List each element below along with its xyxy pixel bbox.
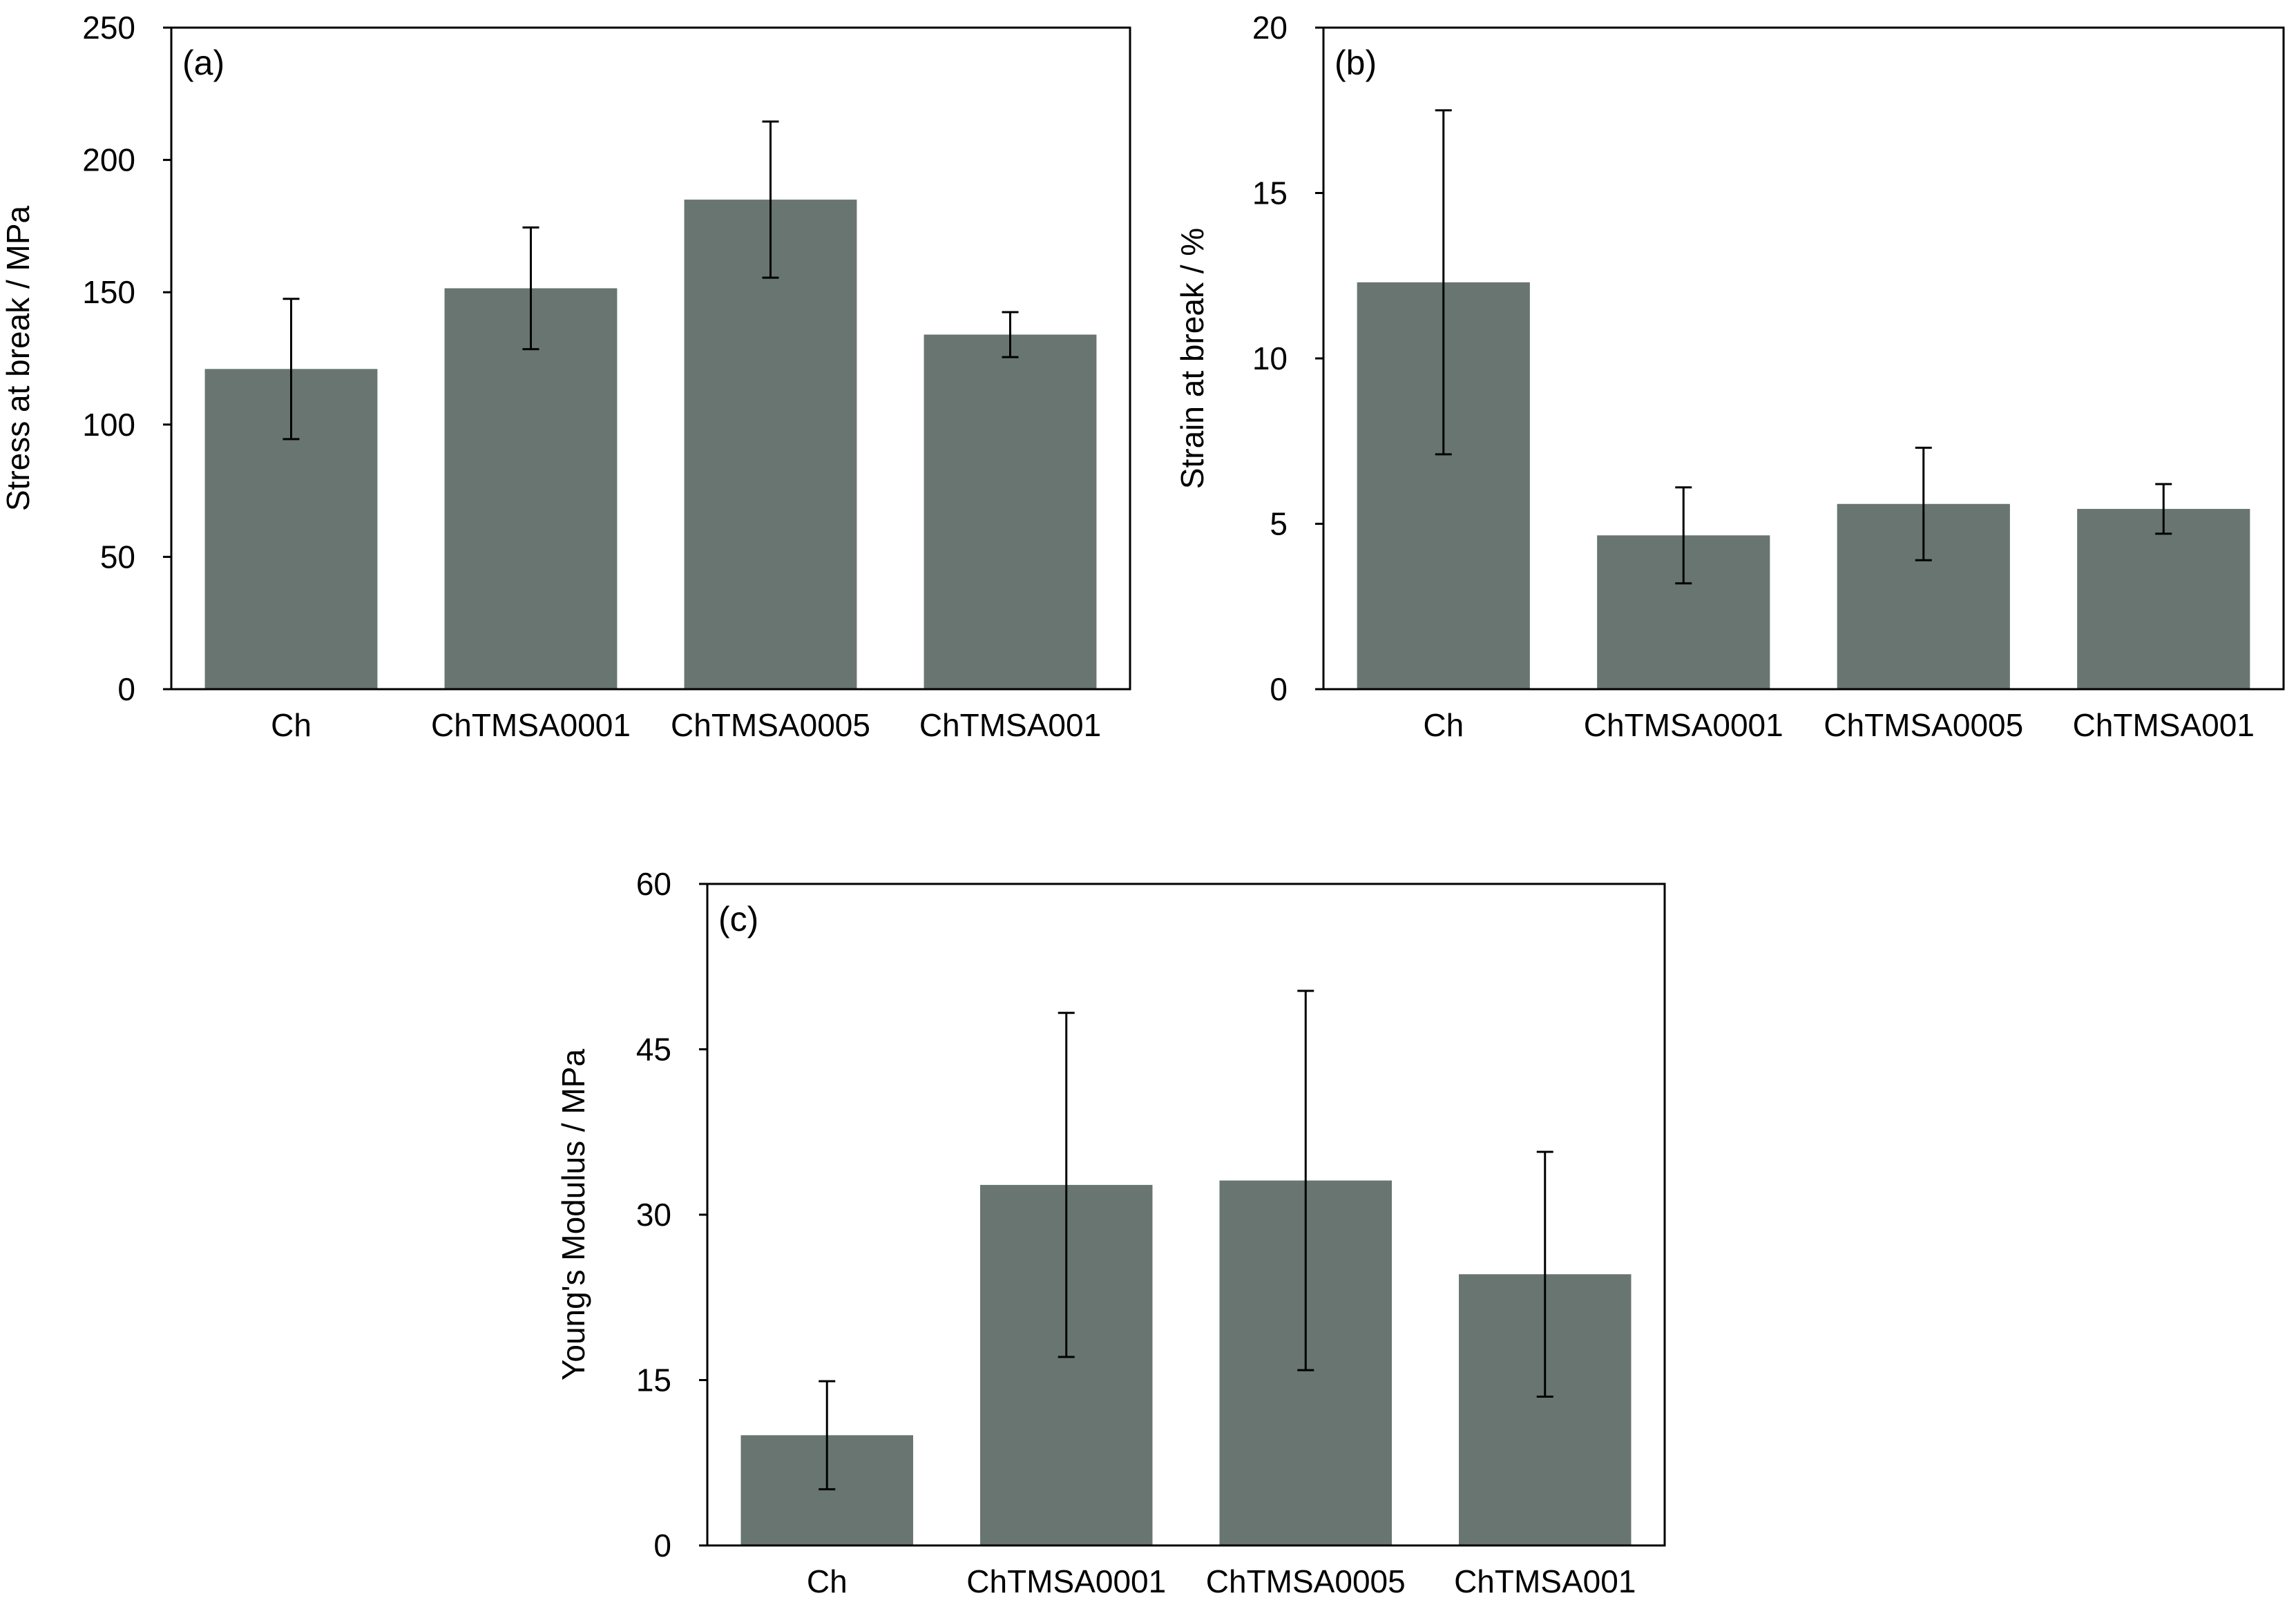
y-tick-label: 200 (82, 142, 135, 178)
error-bar-4 (1536, 1150, 1553, 1398)
panel-label: (a) (182, 44, 224, 82)
bar-4 (2077, 508, 2250, 689)
error-bar-4 (2155, 483, 2172, 535)
y-tick-label: 0 (117, 671, 135, 707)
error-bar-1 (819, 1380, 836, 1491)
x-tick-label: ChTMSA0005 (671, 707, 870, 743)
error-bar-2 (1675, 486, 1692, 585)
error-bar-4 (1002, 311, 1019, 358)
x-tick-label: Ch (1423, 707, 1464, 743)
error-bar-2 (522, 226, 539, 351)
x-tick-label: Ch (271, 707, 312, 743)
error-bar-2 (1058, 1012, 1075, 1358)
x-tick-label: ChTMSA0001 (1584, 707, 1783, 743)
bar-2 (444, 288, 618, 689)
y-axis-title: Young's Modulus / MPa (555, 1049, 591, 1381)
error-bar-3 (762, 120, 779, 279)
y-tick-label: 15 (636, 1362, 671, 1398)
y-tick-label: 45 (636, 1032, 671, 1068)
chart-panel-1: Ch ChTMSA0001 ChTMSA0005 ChTMSA001 0 50 100 150… (0, 10, 1131, 743)
bar-4 (924, 334, 1097, 690)
y-axis-title: Strain at break / % (1174, 228, 1210, 489)
error-bar-3 (1297, 990, 1314, 1371)
x-tick-label: ChTMSA001 (2073, 707, 2255, 743)
y-tick-label: 5 (1270, 506, 1288, 542)
panel-label: (c) (718, 900, 758, 938)
y-tick-label: 250 (82, 10, 135, 46)
y-tick-label: 30 (636, 1197, 671, 1233)
error-bar-1 (283, 298, 300, 441)
y-tick-label: 10 (1252, 340, 1288, 376)
y-tick-label: 0 (1270, 671, 1288, 707)
y-tick-label: 50 (100, 539, 135, 575)
error-bar-1 (1435, 109, 1452, 456)
x-tick-label: Ch (807, 1563, 848, 1599)
x-tick-label: ChTMSA001 (1454, 1563, 1636, 1599)
y-tick-label: 0 (653, 1528, 671, 1563)
y-tick-label: 15 (1252, 175, 1288, 211)
y-axis-title: Stress at break / MPa (0, 205, 36, 511)
y-tick-label: 150 (82, 274, 135, 310)
x-tick-label: ChTMSA001 (919, 707, 1101, 743)
y-tick-label: 100 (82, 407, 135, 443)
panel-label: (b) (1334, 44, 1377, 82)
error-bar-3 (1915, 446, 1932, 561)
x-tick-label: ChTMSA0005 (1824, 707, 2023, 743)
bar-3 (684, 200, 857, 690)
chart-panel-2: Ch ChTMSA0001 ChTMSA0005 ChTMSA001 0 5 10 15 20 S… (1174, 10, 2285, 743)
y-tick-label: 20 (1252, 10, 1288, 46)
plot-frame (170, 26, 1131, 691)
chart-panel-3: Ch ChTMSA0001 ChTMSA0005 ChTMSA001 0 15 30 45 60… (555, 866, 1666, 1599)
x-tick-label: ChTMSA0005 (1206, 1563, 1406, 1599)
x-tick-label: ChTMSA0001 (431, 707, 631, 743)
x-tick-label: ChTMSA0001 (966, 1563, 1166, 1599)
y-tick-label: 60 (636, 866, 671, 902)
